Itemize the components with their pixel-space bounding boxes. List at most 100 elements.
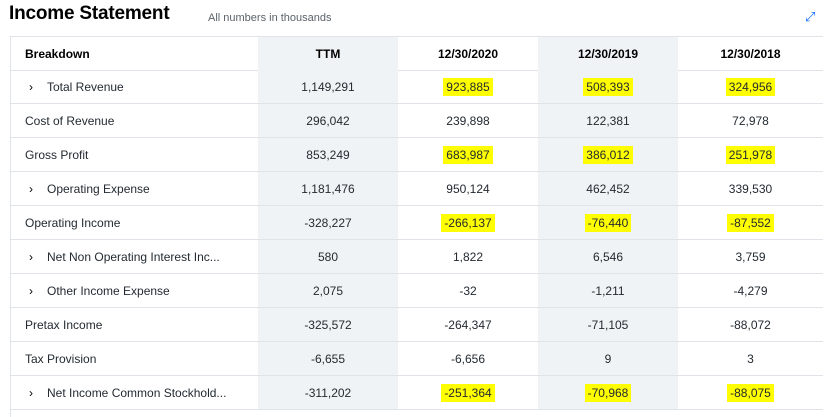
cell-value: 462,452 xyxy=(586,181,630,196)
table-row[interactable]: › Net Non Operating Interest Inc... 580 1,8… xyxy=(11,240,823,274)
cell-value: -32 xyxy=(459,283,477,298)
cell-2019: -76,440 xyxy=(538,206,678,239)
table-row[interactable]: › Net Income Common Stockhold... -311,202 -… xyxy=(11,376,823,410)
table-header-row: Breakdown TTM 12/30/2020 12/30/2019 12/3… xyxy=(11,37,823,71)
chevron-right-icon[interactable]: › xyxy=(29,249,33,264)
units-note: All numbers in thousands xyxy=(208,12,332,24)
chevron-right-icon[interactable]: › xyxy=(29,385,33,400)
cell-2020: -264,347 xyxy=(398,308,538,341)
cell-2020: 239,898 xyxy=(398,104,538,137)
cell-2018: -88,072 xyxy=(678,308,823,341)
row-label[interactable]: › Net Income Common Stockhold... xyxy=(11,376,258,409)
cell-value: 251,978 xyxy=(725,145,776,164)
row-label-text: Cost of Revenue xyxy=(25,113,115,128)
cell-2019: -71,105 xyxy=(538,308,678,341)
cell-ttm: 580 xyxy=(258,240,398,273)
cell-2018: -87,552 xyxy=(678,206,823,239)
cell-value: -266,137 xyxy=(441,213,495,232)
cell-value: 339,530 xyxy=(728,181,773,196)
chevron-right-icon[interactable]: › xyxy=(29,79,33,94)
page-title: Income Statement xyxy=(9,3,170,24)
cell-ttm: 1,181,476 xyxy=(258,172,398,205)
table-row[interactable]: › Operating Expense 1,181,476 950,124 462,45… xyxy=(11,172,823,206)
cell-value: -264,347 xyxy=(444,317,492,332)
cell-value: -311,202 xyxy=(304,385,352,400)
table-row: Operating Income -328,227 -266,137 -76,440 -… xyxy=(11,206,823,240)
cell-2018: 3,759 xyxy=(678,240,823,273)
cell-value: -328,227 xyxy=(304,215,352,230)
row-label[interactable]: › Other Income Expense xyxy=(11,274,258,307)
cell-value: 508,393 xyxy=(583,77,633,96)
chevron-right-icon[interactable]: › xyxy=(29,181,33,196)
cell-2019: 508,393 xyxy=(538,70,678,103)
cell-value: 853,249 xyxy=(306,147,350,162)
cell-2019: 386,012 xyxy=(538,138,678,171)
cell-2019: 462,452 xyxy=(538,172,678,205)
table-row: Gross Profit 853,249 683,987 386,012 251,978 xyxy=(11,138,823,172)
cell-value: -1,211 xyxy=(591,283,625,298)
cell-value: 72,978 xyxy=(732,113,769,128)
cell-ttm: -325,572 xyxy=(258,308,398,341)
chevron-right-icon[interactable]: › xyxy=(29,283,33,298)
cell-value: -76,440 xyxy=(584,213,632,232)
cell-ttm: -328,227 xyxy=(258,206,398,239)
cell-2018: 72,978 xyxy=(678,104,823,137)
column-header-2019: 12/30/2019 xyxy=(538,37,678,70)
table-row[interactable]: › Other Income Expense 2,075 -32 -1,211 -4,27… xyxy=(11,274,823,308)
cell-value: -4,279 xyxy=(733,283,768,298)
row-label: Gross Profit xyxy=(11,138,258,171)
table-row: Pretax Income -325,572 -264,347 -71,105 -88,… xyxy=(11,308,823,342)
row-label[interactable]: › Operating Expense xyxy=(11,172,258,205)
row-label[interactable]: › Total Revenue xyxy=(11,70,258,103)
table-row: Cost of Revenue 296,042 239,898 122,381 72,9… xyxy=(11,104,823,138)
cell-2019: 122,381 xyxy=(538,104,678,137)
cell-value: -251,364 xyxy=(441,383,495,402)
row-label-text: Total Revenue xyxy=(47,79,124,94)
cell-2020: -251,364 xyxy=(398,376,538,409)
cell-value: 580 xyxy=(317,249,339,264)
cell-value: 6,546 xyxy=(592,249,624,264)
cell-ttm: 1,149,291 xyxy=(258,70,398,103)
cell-value: 2,075 xyxy=(312,283,344,298)
cell-ttm: -311,202 xyxy=(258,376,398,409)
expand-icon[interactable]: ⤢ xyxy=(805,9,816,24)
cell-value: 9 xyxy=(604,351,612,366)
cell-value: 1,181,476 xyxy=(301,181,355,196)
row-label-text: Net Income Common Stockhold... xyxy=(47,385,227,400)
column-header-breakdown: Breakdown xyxy=(25,46,90,61)
cell-value: 122,381 xyxy=(586,113,630,128)
column-header-2018: 12/30/2018 xyxy=(720,46,781,61)
cell-value: -71,105 xyxy=(587,317,629,332)
row-label-text: Tax Provision xyxy=(25,351,97,366)
cell-value: -88,075 xyxy=(727,383,774,402)
row-label-text: Operating Expense xyxy=(47,181,150,196)
row-label-text: Operating Income xyxy=(25,215,121,230)
column-header-2020: 12/30/2020 xyxy=(437,46,499,61)
cell-ttm: 853,249 xyxy=(258,138,398,171)
cell-2018: -4,279 xyxy=(678,274,823,307)
cell-2020: 923,885 xyxy=(398,70,538,103)
cell-2020: -266,137 xyxy=(398,206,538,239)
cell-value: -88,072 xyxy=(730,317,771,332)
row-label-text: Pretax Income xyxy=(25,317,103,332)
cell-2018: 3 xyxy=(678,342,823,375)
cell-value: 3 xyxy=(747,351,754,366)
row-label[interactable]: › Net Non Operating Interest Inc... xyxy=(11,240,258,273)
cell-value: 324,956 xyxy=(725,77,776,96)
income-statement-table: Breakdown TTM 12/30/2020 12/30/2019 12/3… xyxy=(10,36,823,417)
cell-value: 1,822 xyxy=(452,249,484,264)
row-label: Tax Provision xyxy=(11,342,258,375)
cell-2020: 1,822 xyxy=(398,240,538,273)
cell-value: 239,898 xyxy=(446,113,490,128)
table-row[interactable]: › Total Revenue 1,149,291 923,885 508,393 324… xyxy=(11,70,823,104)
cell-2019: -1,211 xyxy=(538,274,678,307)
cell-value: -6,656 xyxy=(450,351,486,366)
cell-value: 3,759 xyxy=(735,249,766,264)
cell-2020: -6,656 xyxy=(398,342,538,375)
row-label: Pretax Income xyxy=(11,308,258,341)
cell-value: 923,885 xyxy=(443,77,493,96)
cell-2018: 339,530 xyxy=(678,172,823,205)
cell-ttm: -6,655 xyxy=(258,342,398,375)
cell-2019: -70,968 xyxy=(538,376,678,409)
cell-2020: -32 xyxy=(398,274,538,307)
